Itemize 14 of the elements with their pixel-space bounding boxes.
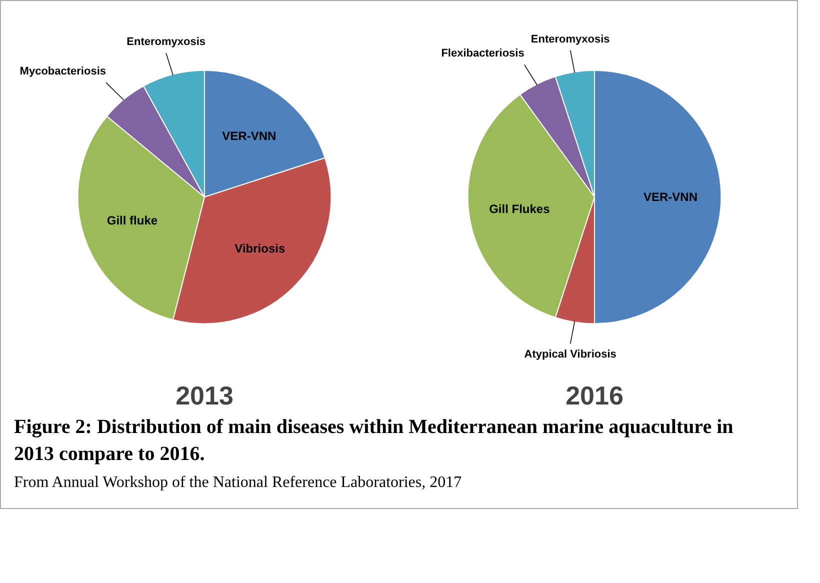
slice-label: Atypical Vibriosis [524, 348, 616, 361]
text: 2013 [176, 380, 234, 410]
slice-label: Vibriosis [234, 242, 286, 256]
text: 2016 [566, 380, 624, 410]
slice-label: Gill fluke [106, 213, 158, 228]
slice-label: Enteromyxosis [126, 36, 206, 48]
caption: Figure 2: Distribution of main diseases within Mediterranean marine aquaculture in 2013 compare to 2016. [14, 415, 734, 467]
text: From Annual Workshop of the National Reference Laboratories, 2017 [14, 473, 463, 493]
slice-label: Enteromyxosis [530, 33, 610, 46]
slice-label: Mycobacteriosis [20, 66, 106, 78]
slice-label: Flexibacteriosis [441, 48, 524, 60]
slice-label: VER-VNN [222, 128, 276, 143]
slice-label: Gill Flukes [489, 202, 550, 216]
slice-label: VER-VNN [643, 190, 698, 204]
